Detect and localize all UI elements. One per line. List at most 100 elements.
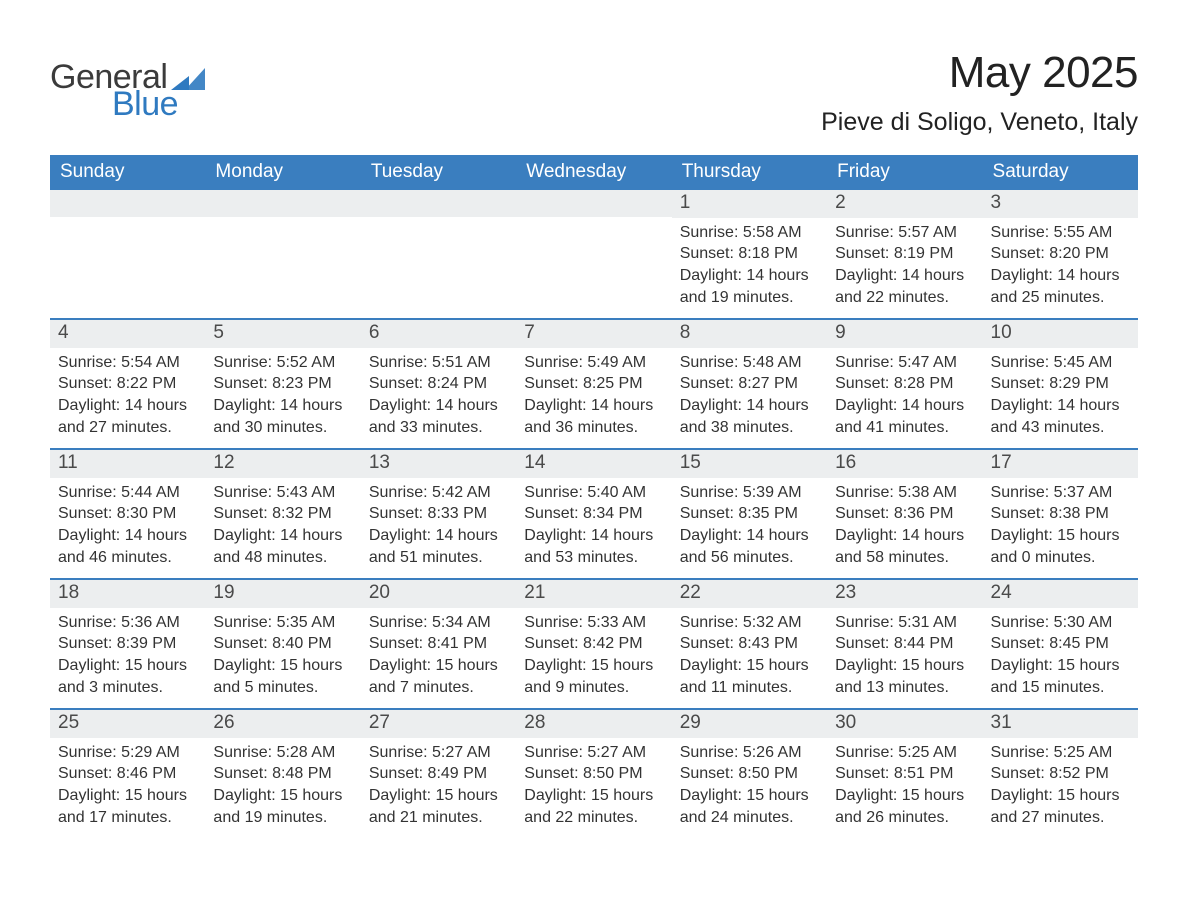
sunrise-text: Sunrise: 5:26 AM	[680, 742, 819, 764]
sunset-text: Sunset: 8:40 PM	[213, 633, 352, 655]
week-row: 4Sunrise: 5:54 AMSunset: 8:22 PMDaylight…	[50, 318, 1138, 448]
week-row: 11Sunrise: 5:44 AMSunset: 8:30 PMDayligh…	[50, 448, 1138, 578]
weekday-header: Monday	[205, 155, 360, 190]
day-number: 2	[827, 190, 982, 218]
page-header: General Blue May 2025 Pieve di Soligo, V…	[50, 48, 1138, 137]
day-details: Sunrise: 5:35 AMSunset: 8:40 PMDaylight:…	[205, 608, 360, 706]
sunrise-text: Sunrise: 5:58 AM	[680, 222, 819, 244]
day-cell: 26Sunrise: 5:28 AMSunset: 8:48 PMDayligh…	[205, 710, 360, 838]
day-cell: 17Sunrise: 5:37 AMSunset: 8:38 PMDayligh…	[983, 450, 1138, 578]
day-number: 12	[205, 450, 360, 478]
daylight-text: Daylight: 15 hours and 17 minutes.	[58, 785, 197, 828]
daylight-text: Daylight: 14 hours and 30 minutes.	[213, 395, 352, 438]
sunset-text: Sunset: 8:18 PM	[680, 243, 819, 265]
sunrise-text: Sunrise: 5:45 AM	[991, 352, 1130, 374]
day-details: Sunrise: 5:54 AMSunset: 8:22 PMDaylight:…	[50, 348, 205, 446]
sunrise-text: Sunrise: 5:34 AM	[369, 612, 508, 634]
day-details: Sunrise: 5:25 AMSunset: 8:52 PMDaylight:…	[983, 738, 1138, 836]
daylight-text: Daylight: 15 hours and 26 minutes.	[835, 785, 974, 828]
day-cell: 19Sunrise: 5:35 AMSunset: 8:40 PMDayligh…	[205, 580, 360, 708]
daylight-text: Daylight: 14 hours and 51 minutes.	[369, 525, 508, 568]
day-cell: 5Sunrise: 5:52 AMSunset: 8:23 PMDaylight…	[205, 320, 360, 448]
day-cell: 11Sunrise: 5:44 AMSunset: 8:30 PMDayligh…	[50, 450, 205, 578]
day-cell	[50, 190, 205, 318]
sunset-text: Sunset: 8:20 PM	[991, 243, 1130, 265]
day-number: 28	[516, 710, 671, 738]
day-cell: 23Sunrise: 5:31 AMSunset: 8:44 PMDayligh…	[827, 580, 982, 708]
day-details: Sunrise: 5:57 AMSunset: 8:19 PMDaylight:…	[827, 218, 982, 316]
sunset-text: Sunset: 8:27 PM	[680, 373, 819, 395]
day-number	[205, 190, 360, 217]
day-cell: 7Sunrise: 5:49 AMSunset: 8:25 PMDaylight…	[516, 320, 671, 448]
day-number: 30	[827, 710, 982, 738]
day-number: 10	[983, 320, 1138, 348]
day-details: Sunrise: 5:36 AMSunset: 8:39 PMDaylight:…	[50, 608, 205, 706]
daylight-text: Daylight: 14 hours and 41 minutes.	[835, 395, 974, 438]
sunrise-text: Sunrise: 5:27 AM	[524, 742, 663, 764]
day-number	[50, 190, 205, 217]
day-details: Sunrise: 5:33 AMSunset: 8:42 PMDaylight:…	[516, 608, 671, 706]
day-cell: 15Sunrise: 5:39 AMSunset: 8:35 PMDayligh…	[672, 450, 827, 578]
sunrise-text: Sunrise: 5:55 AM	[991, 222, 1130, 244]
weeks-container: 1Sunrise: 5:58 AMSunset: 8:18 PMDaylight…	[50, 190, 1138, 838]
sunrise-text: Sunrise: 5:51 AM	[369, 352, 508, 374]
day-cell: 8Sunrise: 5:48 AMSunset: 8:27 PMDaylight…	[672, 320, 827, 448]
sunrise-text: Sunrise: 5:29 AM	[58, 742, 197, 764]
sunrise-text: Sunrise: 5:30 AM	[991, 612, 1130, 634]
daylight-text: Daylight: 15 hours and 5 minutes.	[213, 655, 352, 698]
day-cell: 16Sunrise: 5:38 AMSunset: 8:36 PMDayligh…	[827, 450, 982, 578]
week-row: 18Sunrise: 5:36 AMSunset: 8:39 PMDayligh…	[50, 578, 1138, 708]
sunrise-text: Sunrise: 5:28 AM	[213, 742, 352, 764]
day-details: Sunrise: 5:40 AMSunset: 8:34 PMDaylight:…	[516, 478, 671, 576]
brand-chart-icon	[171, 68, 205, 90]
sunrise-text: Sunrise: 5:40 AM	[524, 482, 663, 504]
day-cell: 13Sunrise: 5:42 AMSunset: 8:33 PMDayligh…	[361, 450, 516, 578]
day-cell: 20Sunrise: 5:34 AMSunset: 8:41 PMDayligh…	[361, 580, 516, 708]
page-title: May 2025	[821, 48, 1138, 98]
day-cell: 10Sunrise: 5:45 AMSunset: 8:29 PMDayligh…	[983, 320, 1138, 448]
daylight-text: Daylight: 14 hours and 48 minutes.	[213, 525, 352, 568]
sunset-text: Sunset: 8:30 PM	[58, 503, 197, 525]
day-details: Sunrise: 5:43 AMSunset: 8:32 PMDaylight:…	[205, 478, 360, 576]
day-number: 24	[983, 580, 1138, 608]
day-number: 22	[672, 580, 827, 608]
sunset-text: Sunset: 8:43 PM	[680, 633, 819, 655]
day-number: 9	[827, 320, 982, 348]
sunset-text: Sunset: 8:44 PM	[835, 633, 974, 655]
sunrise-text: Sunrise: 5:37 AM	[991, 482, 1130, 504]
day-number: 8	[672, 320, 827, 348]
day-cell: 14Sunrise: 5:40 AMSunset: 8:34 PMDayligh…	[516, 450, 671, 578]
daylight-text: Daylight: 14 hours and 38 minutes.	[680, 395, 819, 438]
day-details: Sunrise: 5:51 AMSunset: 8:24 PMDaylight:…	[361, 348, 516, 446]
sunrise-text: Sunrise: 5:47 AM	[835, 352, 974, 374]
sunset-text: Sunset: 8:41 PM	[369, 633, 508, 655]
day-details: Sunrise: 5:37 AMSunset: 8:38 PMDaylight:…	[983, 478, 1138, 576]
week-row: 1Sunrise: 5:58 AMSunset: 8:18 PMDaylight…	[50, 190, 1138, 318]
daylight-text: Daylight: 15 hours and 22 minutes.	[524, 785, 663, 828]
daylight-text: Daylight: 15 hours and 0 minutes.	[991, 525, 1130, 568]
sunrise-text: Sunrise: 5:54 AM	[58, 352, 197, 374]
sunrise-text: Sunrise: 5:52 AM	[213, 352, 352, 374]
day-details: Sunrise: 5:44 AMSunset: 8:30 PMDaylight:…	[50, 478, 205, 576]
day-number: 18	[50, 580, 205, 608]
day-details: Sunrise: 5:26 AMSunset: 8:50 PMDaylight:…	[672, 738, 827, 836]
day-cell: 31Sunrise: 5:25 AMSunset: 8:52 PMDayligh…	[983, 710, 1138, 838]
day-details: Sunrise: 5:48 AMSunset: 8:27 PMDaylight:…	[672, 348, 827, 446]
daylight-text: Daylight: 14 hours and 27 minutes.	[58, 395, 197, 438]
day-cell: 3Sunrise: 5:55 AMSunset: 8:20 PMDaylight…	[983, 190, 1138, 318]
day-details: Sunrise: 5:55 AMSunset: 8:20 PMDaylight:…	[983, 218, 1138, 316]
day-cell: 18Sunrise: 5:36 AMSunset: 8:39 PMDayligh…	[50, 580, 205, 708]
sunset-text: Sunset: 8:36 PM	[835, 503, 974, 525]
sunset-text: Sunset: 8:29 PM	[991, 373, 1130, 395]
sunset-text: Sunset: 8:35 PM	[680, 503, 819, 525]
daylight-text: Daylight: 14 hours and 53 minutes.	[524, 525, 663, 568]
sunrise-text: Sunrise: 5:48 AM	[680, 352, 819, 374]
day-number: 5	[205, 320, 360, 348]
sunset-text: Sunset: 8:24 PM	[369, 373, 508, 395]
day-cell: 25Sunrise: 5:29 AMSunset: 8:46 PMDayligh…	[50, 710, 205, 838]
week-row: 25Sunrise: 5:29 AMSunset: 8:46 PMDayligh…	[50, 708, 1138, 838]
sunset-text: Sunset: 8:50 PM	[680, 763, 819, 785]
sunset-text: Sunset: 8:28 PM	[835, 373, 974, 395]
weekday-header: Wednesday	[516, 155, 671, 190]
daylight-text: Daylight: 15 hours and 7 minutes.	[369, 655, 508, 698]
